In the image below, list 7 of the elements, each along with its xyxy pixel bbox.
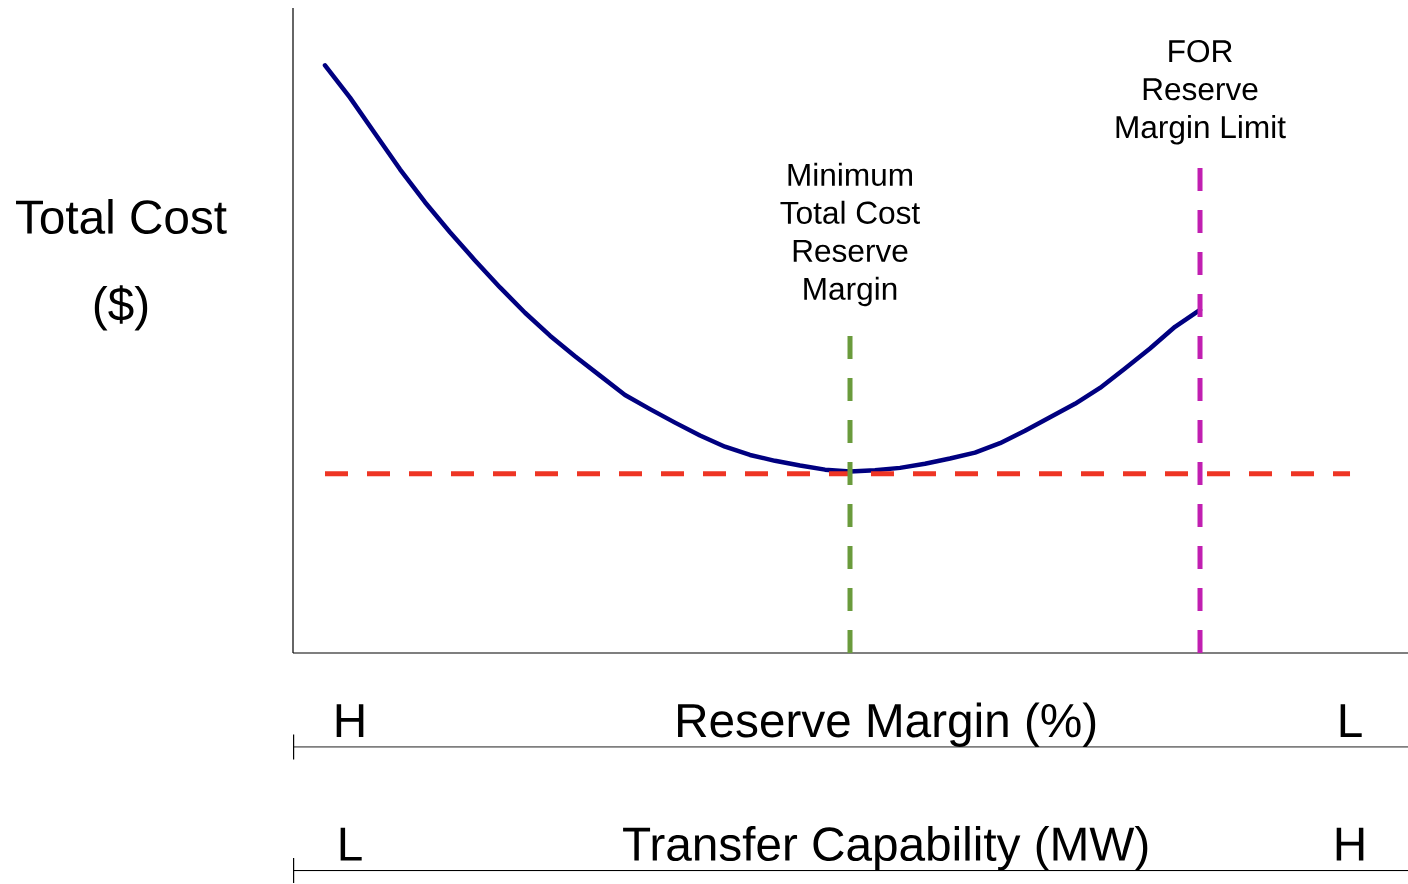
annotation: FOR Reserve Margin Limit: [1116, 39, 1286, 145]
x-axis-title: Reserve Margin (%): [678, 702, 1096, 747]
text: H: [1336, 827, 1364, 861]
text: L: [340, 827, 362, 861]
x2-axis-title: Transfer Capability (MW): [623, 826, 1148, 871]
y-axis-title: Total Cost ($): [16, 198, 227, 331]
annotation: Minimum Total Cost Reserve Margin: [780, 162, 920, 307]
